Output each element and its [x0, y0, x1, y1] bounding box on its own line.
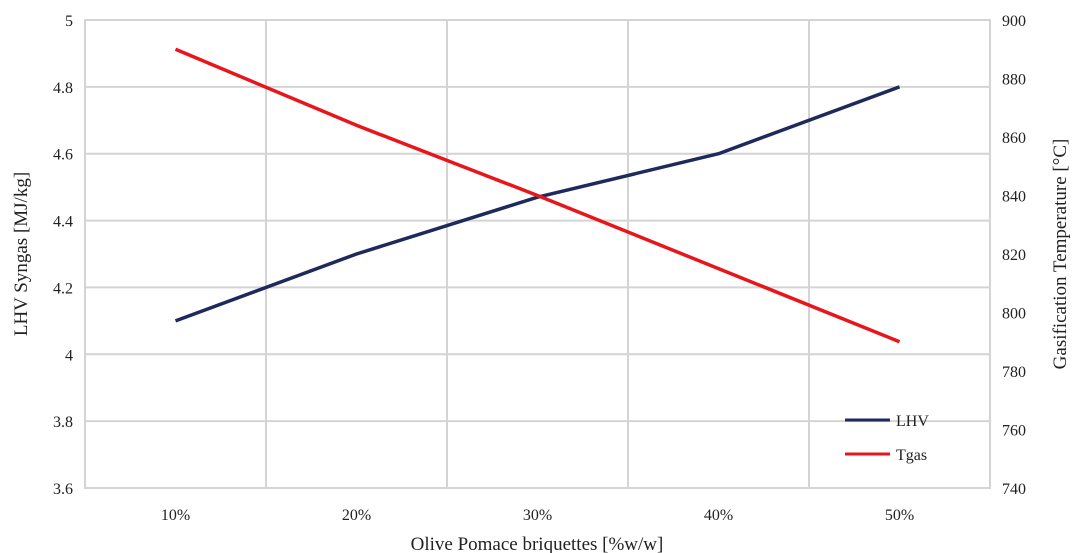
right-axis-title: Gasification Temperature [°C] — [1050, 139, 1071, 370]
plot-area-frame — [84, 19, 991, 489]
left-axis-ticks: 3.6 3.8 4 4.2 4.4 4.6 4.8 5 — [53, 13, 73, 498]
left-tick-label: 3.8 — [53, 414, 73, 431]
right-tick-label: 740 — [1002, 481, 1026, 498]
series-lines — [174, 47, 901, 344]
left-tick-label: 5 — [65, 13, 73, 30]
left-axis-title: LHV Syngas [MJ/kg] — [11, 172, 32, 336]
right-tick-label: 820 — [1002, 247, 1026, 264]
right-tick-label: 800 — [1002, 306, 1026, 323]
series-line-lhv — [174, 85, 901, 323]
legend: LHV Tgas — [845, 413, 929, 464]
grid-lines — [85, 19, 990, 489]
left-tick-label: 4.6 — [53, 147, 73, 164]
x-tick-label: 40% — [704, 507, 733, 524]
right-axis-ticks: 740 760 780 800 820 840 860 880 900 — [1002, 13, 1026, 498]
x-axis-ticks: 10% 20% 30% 40% 50% — [161, 507, 914, 524]
right-tick-label: 760 — [1002, 423, 1026, 440]
right-tick-label: 860 — [1002, 130, 1026, 147]
left-tick-label: 4.2 — [53, 280, 73, 297]
left-tick-label: 3.6 — [53, 481, 73, 498]
right-tick-label: 900 — [1002, 13, 1026, 30]
left-tick-label: 4.8 — [53, 80, 73, 97]
x-axis-title: Olive Pomace briquettes [%w/w] — [411, 534, 664, 553]
series-line-tgas — [174, 47, 901, 344]
right-tick-label: 840 — [1002, 189, 1026, 206]
legend-label-lhv: LHV — [896, 413, 929, 430]
x-tick-label: 10% — [161, 507, 190, 524]
left-tick-label: 4 — [65, 347, 73, 364]
left-tick-label: 4.4 — [53, 214, 73, 231]
right-tick-label: 880 — [1002, 72, 1026, 89]
legend-label-tgas: Tgas — [896, 447, 927, 464]
x-tick-label: 30% — [523, 507, 552, 524]
x-tick-label: 50% — [885, 507, 914, 524]
right-tick-label: 780 — [1002, 364, 1026, 381]
x-tick-label: 20% — [342, 507, 371, 524]
